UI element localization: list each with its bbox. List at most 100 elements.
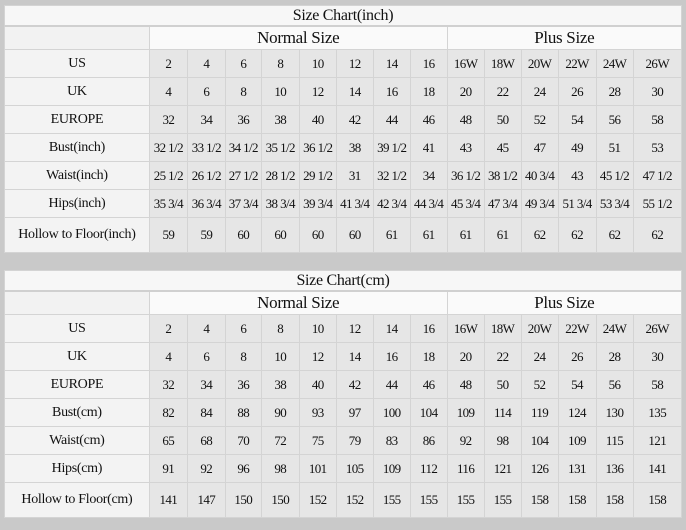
size-cell: 6 [186,77,226,106]
size-cell: 124 [557,398,597,427]
size-cell: 58 [632,105,683,134]
size-cell: 32 1/2 [148,133,188,162]
size-cell: 42 [335,370,374,399]
size-cell: 147 [186,482,226,518]
size-cell: 109 [372,454,411,483]
size-cell: 22W [557,49,597,78]
size-cell: 4 [148,342,188,371]
size-cell: 22 [483,77,522,106]
size-cell: 39 1/2 [372,133,411,162]
size-cell: 45 3/4 [446,189,485,218]
size-cell: 38 [260,370,300,399]
size-cell: 155 [372,482,411,518]
size-cell: 62 [595,217,634,253]
size-table: Size Chart(cm) Normal Size Plus Size US 2 4 6 8… [4,270,683,518]
size-cell: 31 [335,161,374,190]
table-row: Hips(cm) 91 92 96 98 101 105 109 112 116 121 126 131… [4,454,682,483]
normal-size-header: Normal Size [148,25,448,50]
table-row: Waist(inch) 25 1/2 26 1/2 27 1/2 28 1/2 29 1/… [4,161,683,190]
size-cell: 98 [483,426,522,455]
size-cell: 126 [520,454,559,483]
size-cell: 104 [520,426,559,455]
row-label: Hollow to Floor(inch) [4,217,150,253]
size-cell: 28 1/2 [260,161,300,190]
size-cell: 82 [148,398,188,427]
size-cell: 61 [483,217,522,253]
size-cell: 38 3/4 [260,189,300,218]
size-cell: 10 [298,314,337,343]
size-cell: 59 [186,217,226,253]
size-cell: 20 [446,77,485,106]
size-cell: 16 [372,77,411,106]
size-cell: 51 [595,133,634,162]
size-cell: 20W [520,314,559,343]
size-cell: 41 [409,133,448,162]
size-cell: 16W [446,49,485,78]
size-cell: 10 [260,342,300,371]
size-cell: 16 [409,314,448,343]
size-cell: 6 [224,49,262,78]
size-cell: 37 3/4 [224,189,262,218]
row-label: Hips(inch) [4,189,150,218]
size-cell: 34 [186,370,226,399]
table-row: Waist(cm) 65 68 70 72 75 79 83 86 92 98 104 109 115 12… [4,426,682,455]
size-cell: 155 [446,482,485,518]
size-cell: 20W [520,49,559,78]
size-cell: 53 [632,133,683,162]
size-cell: 60 [224,217,262,253]
blank-header-cell [4,290,150,315]
row-label: Bust(cm) [4,398,150,427]
size-cell: 4 [186,49,226,78]
size-cell: 2 [148,49,188,78]
size-cell: 158 [595,482,634,518]
size-cell: 14 [372,49,411,78]
size-cell: 47 1/2 [632,161,683,190]
size-cell: 18 [409,342,448,371]
size-cell: 56 [595,370,634,399]
size-cell: 60 [260,217,300,253]
size-cell: 45 1/2 [595,161,634,190]
size-cell: 48 [446,105,485,134]
row-label: Waist(cm) [4,426,150,455]
size-cell: 86 [409,426,448,455]
size-cell: 92 [186,454,226,483]
size-cell: 152 [335,482,374,518]
size-cell: 35 1/2 [260,133,300,162]
size-cell: 8 [224,77,262,106]
size-cell: 46 [409,370,448,399]
size-cell: 101 [298,454,337,483]
size-cell: 93 [298,398,337,427]
size-cell: 155 [483,482,522,518]
size-cell: 6 [186,342,226,371]
size-cell: 59 [148,217,188,253]
size-cell: 24 [520,342,559,371]
size-cell: 12 [298,77,337,106]
size-cell: 26W [632,49,683,78]
size-cell: 30 [632,77,683,106]
size-cell: 104 [409,398,448,427]
size-cell: 38 [335,133,374,162]
row-label: US [4,49,150,78]
size-cell: 35 3/4 [148,189,188,218]
size-cell: 47 3/4 [483,189,522,218]
row-label: Hollow to Floor(cm) [4,482,150,518]
size-cell: 32 [148,370,188,399]
size-cell: 62 [557,217,597,253]
size-cell: 119 [520,398,559,427]
size-cell: 61 [446,217,485,253]
size-cell: 43 [446,133,485,162]
table-row: Hollow to Floor(cm) 141 147 150 150 152 152 155… [4,482,682,518]
table-row: Bust(cm) 82 84 88 90 93 97 100 104 109 114 119 124 13… [4,398,682,427]
chart-title: Size Chart(inch) [4,5,682,27]
size-cell: 28 [595,342,634,371]
size-cell: 18W [483,49,522,78]
size-cell: 44 [372,105,411,134]
size-cell: 42 3/4 [372,189,411,218]
size-cell: 14 [335,342,374,371]
normal-size-header: Normal Size [148,290,448,315]
size-cell: 136 [595,454,634,483]
size-cell: 135 [632,398,682,427]
size-cell: 141 [148,482,188,518]
size-cell: 112 [409,454,448,483]
size-cell: 70 [224,426,262,455]
